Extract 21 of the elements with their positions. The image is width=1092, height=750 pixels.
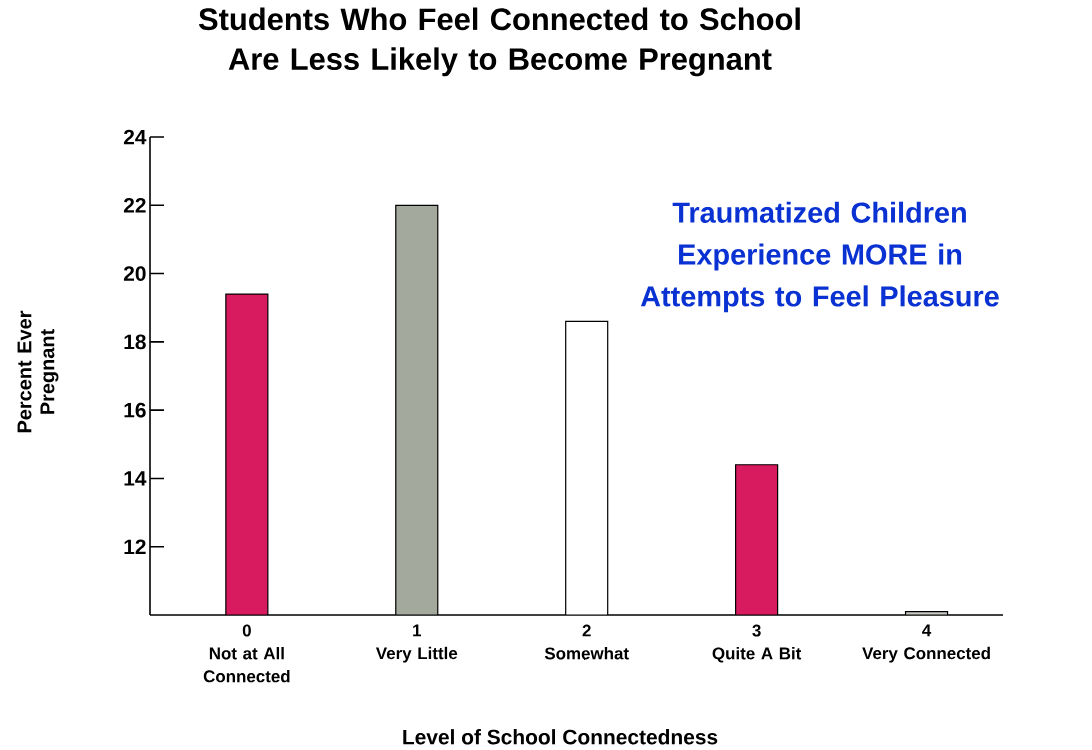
y-tick-label: 20 xyxy=(123,266,146,281)
text: Quite A Bit xyxy=(712,646,802,663)
text: Not at All Connected xyxy=(203,646,290,683)
annotation: Traumatized Children Experience MORE in Attempts to Feel Pleasure xyxy=(640,201,999,313)
y-tick-label: 18 xyxy=(124,334,146,350)
x-tick-label: 3 xyxy=(752,624,761,637)
y-tick-label: 24 xyxy=(123,129,147,145)
text: Very Little xyxy=(375,646,458,663)
x-tick-label: 2 xyxy=(582,624,591,637)
x-tick-label: 1 xyxy=(413,624,422,637)
x-tick-label: 4 xyxy=(922,624,932,637)
y-tick-label: 14 xyxy=(124,471,147,486)
x-tick-label: 0 xyxy=(242,624,251,637)
text: Somewhat xyxy=(544,646,629,660)
y-tick-label: 12 xyxy=(124,539,146,555)
x-axis-title: Level of School Connectedness xyxy=(403,729,718,745)
y-tick-label: 22 xyxy=(123,197,146,213)
chart-title: Students Who Feel Connected to School Are Less Likely to Become Pregnant xyxy=(198,7,800,77)
y-axis-title: Percent Ever Pregnant xyxy=(17,310,59,433)
y-tick-label: 16 xyxy=(124,402,146,418)
text: Very Connected xyxy=(862,646,990,663)
